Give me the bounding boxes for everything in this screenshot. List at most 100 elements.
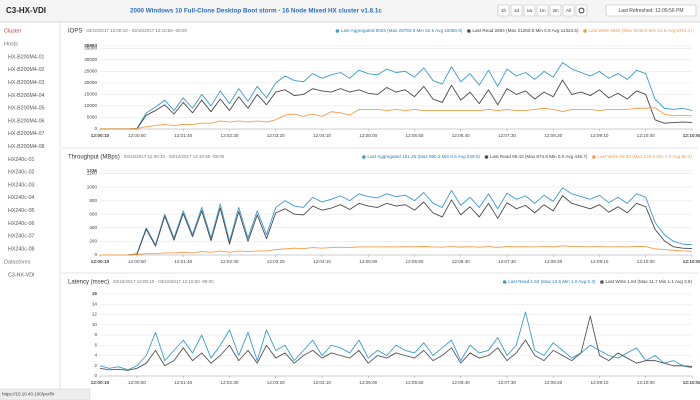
y-tick-label: 15000 <box>84 92 97 97</box>
x-tick-label: 12:10:00 <box>637 259 655 264</box>
series-line <box>100 79 693 130</box>
x-tick-label: 12:10:50 <box>683 380 700 385</box>
sidebar-host[interactable]: HX-B200M4-04 <box>8 93 45 99</box>
chart-title: IOPS <box>68 29 82 35</box>
x-tick-label: 12:02:30 <box>221 259 239 264</box>
sidebar-cluster[interactable]: Cluster <box>4 28 22 34</box>
legend-entry[interactable]: Last Write 1.84 (Max 11.7 Min 1.1 Avg 3.… <box>605 279 692 284</box>
sidebar-host[interactable]: HX240c-01 <box>8 157 35 163</box>
sidebar-host[interactable]: HX240c-08 <box>8 246 35 252</box>
sidebar-heading: Hosts <box>4 41 18 47</box>
legend-entry[interactable]: Last Aggregated 8026 (Max 28793.9 Min 52… <box>341 28 463 33</box>
legend-marker <box>467 29 471 33</box>
range-button[interactable] <box>497 4 510 17</box>
y-tick-label: 12 <box>92 312 98 317</box>
sidebar-host[interactable]: HX-B200M4-03 <box>8 80 45 86</box>
range-button-label: 1w <box>527 8 534 13</box>
x-tick-label: 12:06:40 <box>452 133 470 138</box>
x-tick-label: 12:07:30 <box>498 259 516 264</box>
x-tick-label: 12:07:30 <box>498 133 516 138</box>
y-tick-label: 25000 <box>84 69 97 74</box>
legend-entry[interactable]: Last Write 5662 (Max 9249.9 Min 51.9 Avg… <box>588 28 692 33</box>
legend-entry[interactable]: Last Read 95.43 (Max 874.5 Min 0.0 Avg 4… <box>490 154 588 159</box>
settings-icon <box>578 7 585 14</box>
x-tick-label: 12:05:00 <box>359 380 377 385</box>
sidebar-host[interactable]: HX240c-07 <box>8 234 35 240</box>
x-tick-label: 12:00:50 <box>128 133 146 138</box>
x-tick-label: 12:08:20 <box>544 380 562 385</box>
sidebar-host[interactable]: HX-B200M4-02 <box>8 67 45 73</box>
x-tick-label: 12:07:30 <box>498 380 516 385</box>
settings-button[interactable] <box>575 4 588 17</box>
chart-title: Latency (msec) <box>68 280 109 286</box>
range-button[interactable] <box>536 4 549 17</box>
legend-entry[interactable]: Last Write 55.83 (Max 134.5 Min 0.0 Avg … <box>597 154 692 159</box>
x-tick-label: 12:02:30 <box>221 380 239 385</box>
status-url: https://10.10.40.100/perf/# <box>2 392 55 397</box>
series-line <box>100 245 693 256</box>
y-tick-label: 200 <box>89 239 97 244</box>
sidebar-host[interactable]: HX-B200M4-05 <box>8 106 45 112</box>
sidebar-host[interactable]: HX-B200M4-01 <box>8 54 45 60</box>
x-tick-label: 12:05:50 <box>406 380 424 385</box>
y-tick-label: 30000 <box>84 57 97 62</box>
legend-entry[interactable]: Last Read 2864 (Max 21250.6 Min 0.9 Avg … <box>472 28 579 33</box>
legend-marker <box>335 29 340 33</box>
sidebar-host[interactable]: HX-B200M4-07 <box>8 131 45 137</box>
legend-marker <box>362 155 366 159</box>
sidebar-host[interactable]: HX240c-03 <box>8 182 35 188</box>
x-tick-label: 12:05:00 <box>359 259 377 264</box>
chart-subtitle: 03/10/2017 12:00:10 - 03/10/2017 12:10:5… <box>86 28 187 33</box>
x-tick-label: 12:05:50 <box>406 259 424 264</box>
range-button[interactable] <box>562 4 575 17</box>
sidebar-host[interactable]: HX240c-06 <box>8 221 35 227</box>
y-tick-label: 16 <box>92 291 98 296</box>
y-tick-label: 4 <box>94 353 97 358</box>
refresh-box[interactable] <box>605 4 697 17</box>
x-tick-label: 12:09:10 <box>591 380 609 385</box>
last-refreshed: Last Refreshed: 12:09:56 PM <box>618 8 683 14</box>
legend-entry[interactable]: Last Aggregated 151.25 (Max 990.2 Min 0.… <box>367 154 480 159</box>
x-tick-label: 12:09:10 <box>591 259 609 264</box>
sidebar-datastore[interactable]: C3-HX-VDI <box>8 272 35 278</box>
sidebar-host[interactable]: HX240c-05 <box>8 208 35 214</box>
range-button[interactable] <box>510 4 523 17</box>
y-tick-label: 600 <box>89 211 97 216</box>
legend-marker <box>502 280 507 284</box>
status-bar <box>0 388 91 400</box>
y-tick-label: 10 <box>92 322 98 327</box>
app-name: C3-HX-VDI <box>6 6 46 15</box>
x-tick-label: 12:04:10 <box>313 380 331 385</box>
chart-subtitle: 03/10/2017 12:00:10 - 03/10/2017 12:10:5… <box>124 154 225 159</box>
x-tick-label: 12:08:20 <box>544 259 562 264</box>
range-button[interactable] <box>549 4 562 17</box>
range-button-label: 1m <box>539 8 546 13</box>
y-tick-label: 1200 <box>87 171 98 176</box>
y-tick-label: 35000 <box>84 46 97 51</box>
range-button[interactable] <box>523 4 536 17</box>
x-tick-label: 12:04:10 <box>313 259 331 264</box>
x-tick-label: 12:05:50 <box>406 133 424 138</box>
x-tick-label: 12:00:10 <box>91 133 110 138</box>
y-tick-label: 20000 <box>84 80 97 85</box>
series-line <box>99 311 693 371</box>
sidebar-host[interactable]: HX240c-04 <box>8 195 35 201</box>
sidebar-host[interactable]: HX-B200M4-08 <box>8 144 45 150</box>
x-tick-label: 12:10:00 <box>637 133 655 138</box>
range-button-label: 1h <box>501 8 507 13</box>
y-tick-label: 8 <box>94 332 97 337</box>
legend-marker <box>583 29 587 33</box>
legend-entry[interactable]: Last Read 1.63 (Max 12.5 Min 1.0 Avg 5.3… <box>508 279 596 284</box>
series-line <box>100 187 693 256</box>
legend-marker <box>484 155 489 159</box>
sidebar-host[interactable]: HX-B200M4-06 <box>8 118 45 124</box>
x-tick-label: 12:05:00 <box>359 133 377 138</box>
sidebar-host[interactable]: HX240c-02 <box>8 170 35 176</box>
x-tick-label: 12:02:30 <box>221 133 239 138</box>
x-tick-label: 12:00:50 <box>128 380 146 385</box>
x-tick-label: 12:10:00 <box>637 380 655 385</box>
range-button-label: 3m <box>552 8 559 13</box>
y-tick-label: 5000 <box>87 115 98 120</box>
y-tick-label: 800 <box>89 198 97 203</box>
y-tick-label: 400 <box>89 225 97 230</box>
